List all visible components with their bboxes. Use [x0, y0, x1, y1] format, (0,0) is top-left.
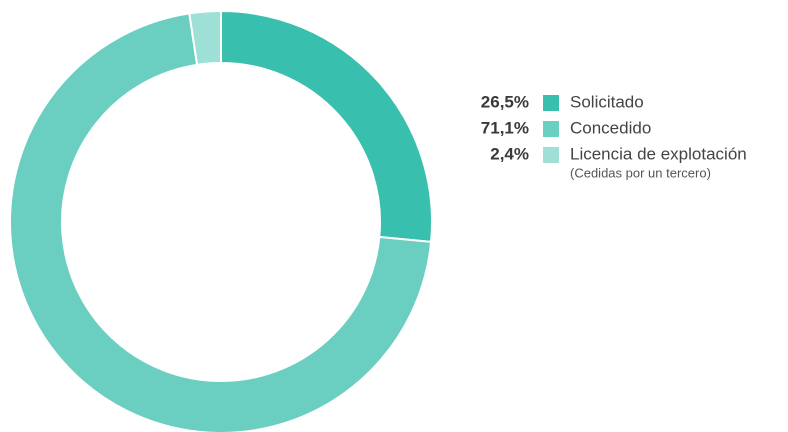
legend-label: Licencia de explotación — [570, 144, 747, 163]
legend-value: 2,4% — [490, 144, 529, 163]
legend-sublabel: (Cedidas por un tercero) — [570, 165, 711, 180]
donut-slice — [9, 12, 433, 432]
legend-value: 26,5% — [481, 92, 529, 111]
legend-value: 71,1% — [481, 118, 529, 137]
legend-swatch — [543, 147, 559, 163]
legend-label: Concedido — [570, 118, 651, 137]
donut-slice — [188, 9, 222, 66]
legend-swatch — [543, 121, 559, 137]
legend-label: Solicitado — [570, 92, 644, 111]
legend-swatch — [543, 95, 559, 111]
donut-slice — [220, 9, 433, 243]
